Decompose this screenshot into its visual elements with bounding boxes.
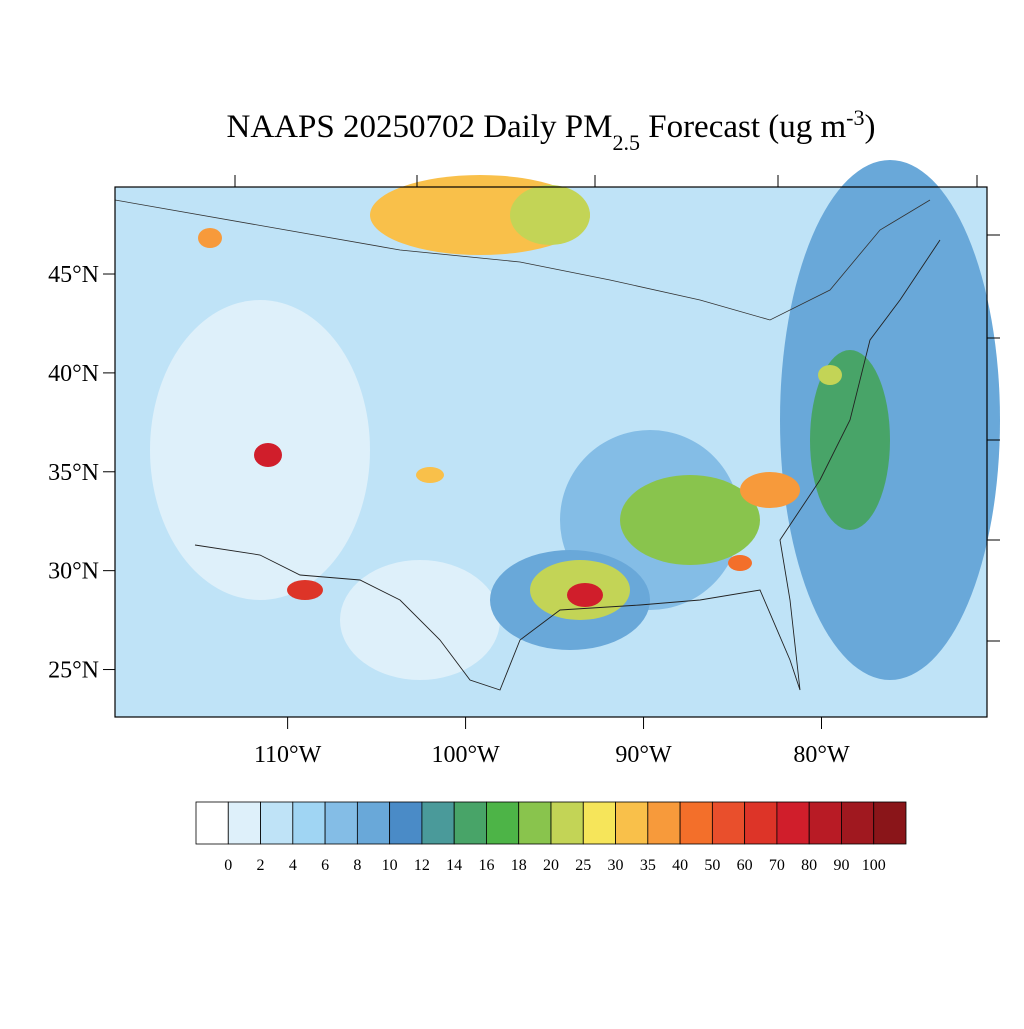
title-part: NAAPS 20250702 Daily PM: [227, 109, 613, 145]
field-region: [810, 350, 890, 530]
colorbar-label: 40: [672, 857, 688, 874]
y-tick-label: 45°N: [48, 262, 99, 288]
field-region: [740, 472, 800, 508]
field-region: [567, 583, 603, 607]
colorbar-swatch: [582, 801, 616, 845]
colorbar-swatch: [486, 801, 520, 845]
y-tick-label: 40°N: [48, 361, 99, 387]
colorbar-swatch: [389, 801, 423, 845]
colorbar-swatch: [227, 801, 261, 845]
colorbar-label: 2: [257, 857, 265, 874]
colorbar-swatch: [195, 801, 229, 845]
colorbar-swatch: [356, 801, 391, 845]
colorbar-swatch: [873, 801, 907, 845]
colorbar-swatch: [711, 801, 746, 845]
title-part: -3: [846, 105, 864, 130]
colorbar-swatch: [421, 801, 455, 845]
field-region: [198, 228, 222, 248]
colorbar-swatch: [324, 801, 358, 845]
colorbar-swatch: [647, 801, 681, 845]
colorbar-label: 50: [704, 857, 720, 874]
x-tick-label: 110°W: [254, 742, 322, 768]
colorbar-label: 18: [511, 857, 527, 874]
colorbar-label: 30: [608, 857, 624, 874]
colorbar-label: 16: [478, 857, 494, 874]
coastline: [194, 239, 941, 691]
field-region: [818, 365, 842, 385]
x-tick-label: 100°W: [431, 742, 500, 768]
colorbar-swatch: [841, 801, 875, 845]
title-part: Forecast (ug m: [640, 109, 847, 145]
field-region: [728, 555, 752, 571]
field-region: [287, 580, 323, 600]
field-region: [620, 475, 760, 565]
colorbar-swatch: [453, 801, 487, 845]
colorbar-swatch: [776, 801, 810, 845]
field-region: [254, 443, 282, 467]
y-tick-label: 25°N: [48, 658, 99, 684]
colorbar-label: 14: [446, 857, 462, 874]
colorbar-swatch: [679, 801, 713, 845]
colorbar-label: 10: [382, 857, 398, 874]
map-title: NAAPS 20250702 Daily PM2.5 Forecast (ug …: [227, 105, 876, 155]
field-region: [780, 160, 1000, 680]
frame-ticks: [234, 175, 1000, 642]
title-part: ): [865, 109, 876, 145]
colorbar-swatch: [518, 801, 552, 845]
y-tick-label: 30°N: [48, 559, 99, 585]
colorbar-swatch: [550, 801, 584, 845]
title-part: 2.5: [612, 130, 640, 155]
colorbar-label: 8: [353, 857, 361, 874]
colorbar-label: 4: [289, 857, 297, 874]
colorbar-swatch: [260, 801, 294, 845]
colorbar-label: 35: [640, 857, 656, 874]
colorbar-label: 20: [543, 857, 559, 874]
colorbar-label: 0: [224, 857, 232, 874]
border-line: [114, 199, 931, 321]
y-tick-label: 35°N: [48, 460, 99, 486]
field-region: [510, 185, 590, 245]
colorbar-swatch: [615, 801, 649, 845]
colorbar-label: 90: [833, 857, 849, 874]
map-field: [114, 160, 1000, 717]
colorbar-label: 60: [737, 857, 753, 874]
colorbar-label: 100: [862, 857, 886, 874]
colorbar-label: 80: [801, 857, 817, 874]
map-frame: [114, 186, 988, 718]
colorbar-swatch: [292, 801, 326, 845]
x-tick-label: 90°W: [615, 742, 672, 768]
x-tick-label: 80°W: [793, 742, 850, 768]
colorbar-swatch: [808, 801, 842, 845]
colorbar-label: 12: [414, 857, 430, 874]
colorbar-label: 70: [769, 857, 785, 874]
colorbar-label: 25: [575, 857, 591, 874]
colorbar-label: 6: [321, 857, 329, 874]
field-region: [416, 467, 444, 483]
colorbar-swatch: [744, 801, 778, 845]
